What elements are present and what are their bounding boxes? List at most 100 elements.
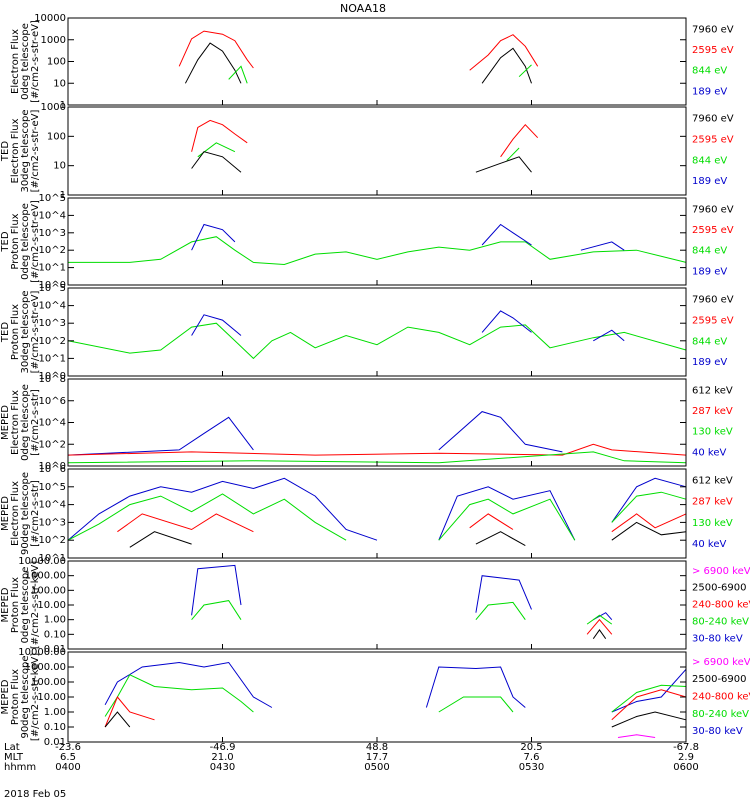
panel-3-ytick-label-2: 10^1 xyxy=(39,263,66,274)
panel-5-ylabel-line-2: Electron Flux xyxy=(10,390,21,455)
panel-5-ytick-label-5: 10^8 xyxy=(39,374,66,385)
panel-4-ytick-label-6: 10^5 xyxy=(39,283,66,294)
date-label: 2018 Feb 05 xyxy=(4,789,66,800)
panel-7-legend-4: 80-240 keV xyxy=(692,617,749,628)
xaxis-mlt-value-5: 2.9 xyxy=(678,752,694,763)
panel-3-ytick-label-5: 10^4 xyxy=(39,210,66,221)
panel-8-ytick-label-2: 0.10 xyxy=(44,722,66,733)
panel-7-ytick-label-4: 10.00 xyxy=(37,600,66,611)
panel-8-ytick-label-6: 1000.00 xyxy=(25,662,66,673)
panel-3-ylabel-line-3: 0deg telescope xyxy=(20,203,31,280)
panel-7-series-1-segment-1 xyxy=(191,564,242,616)
panel-7-ylabel-line-1: MEPED xyxy=(0,587,11,622)
panel-3-series-1-segment-1 xyxy=(68,236,687,266)
panel-4-legend-4: 189 eV xyxy=(692,357,727,368)
panel-3-legend-4: 189 eV xyxy=(692,266,727,277)
panel-3-ytick-label-1: 10^0 xyxy=(39,280,66,291)
panel-4-legend-3: 844 eV xyxy=(692,336,727,347)
xaxis-hhmm-value-3: 0500 xyxy=(364,762,389,773)
panel-1-ylabel-line-3: [#/cm2-s-str-eV] xyxy=(30,20,41,103)
panel-5-series-1-segment-1 xyxy=(67,416,254,456)
xaxis-lat-value-3: 48.8 xyxy=(366,742,388,753)
panel-6-ylabel-line-2: Electron Flux xyxy=(10,481,21,546)
panel-4-legend-2: 2595 eV xyxy=(692,315,734,326)
panel-4-ytick-label-3: 10^2 xyxy=(39,336,66,347)
panel-7-ytick-label-5: 100.00 xyxy=(31,585,66,596)
panel-7-series-1-segment-3 xyxy=(593,612,613,621)
xaxis-mlt-value-1: 6.5 xyxy=(60,752,76,763)
panel-8-series-1-segment-3 xyxy=(611,668,687,713)
panel-3-ylabel-line-4: [#/cm2-s-str-eV] xyxy=(30,200,41,283)
panel-2-ytick-label-4: 1000 xyxy=(41,102,66,113)
panel-5-legend-1: 612 keV xyxy=(692,385,733,396)
panel-6-series-1-segment-2 xyxy=(438,486,576,541)
xaxis-mlt-value-4: 7.6 xyxy=(524,752,540,763)
panel-4-ytick-label-1: 10^0 xyxy=(39,371,66,382)
panel-4: 10^0 10^1 10^2 10^3 10^4 10^5 TED Proton Flux 30… xyxy=(0,283,734,382)
panel-8-ylabel-line-2: Proton Flux xyxy=(10,669,21,725)
panel-6-legend-2: 287 keV xyxy=(692,497,733,508)
panel-7-ylabel-line-3: 0deg telescope xyxy=(20,567,31,644)
panel-7-legend-2: 2500-6900 xyxy=(692,583,747,594)
x-axis-labels: Lat -23.6 -46.9 48.8 20.5 -67.8 MLT 6.5 21.0 17.7… xyxy=(4,742,699,773)
panel-8-frame xyxy=(67,651,687,743)
panel-3-ylabel-line-2: Proton Flux xyxy=(10,213,21,269)
panel-4-ylabel-line-4: [#/cm2-s-str-eV] xyxy=(30,291,41,374)
panel-4-ylabel-line-1: TED xyxy=(0,322,11,343)
panel-8-ylabel-line-4: [#/cm2-s-str-keV] xyxy=(30,653,41,741)
panel-4-ytick-label-5: 10^4 xyxy=(39,301,66,312)
panel-1-series-1-segment-1 xyxy=(178,30,254,69)
panel-6-series-1-segment-1 xyxy=(67,477,378,541)
panel-7: 0.01 0.10 1.00 10.00 100.00 1000.00 10000.00 ME… xyxy=(0,556,750,655)
panel-2-ylabel-line-4: [#/cm2-s-str-eV] xyxy=(30,110,41,193)
panel-6-ytick-label-4: 10^4 xyxy=(39,500,66,511)
xaxis-lat-value-4: 20.5 xyxy=(520,742,542,753)
panel-6-ylabel-line-1: MEPED xyxy=(0,496,11,531)
panel-6-ytick-label-1: 10^1 xyxy=(39,553,66,564)
panel-1-ytick-label-4: 1000 xyxy=(41,35,66,46)
panel-6: 10^1 10^2 10^3 10^4 10^5 10^6 MEPED Electron Fl… xyxy=(0,464,733,564)
xaxis-row-label-hhmm: hhmm xyxy=(4,762,36,773)
xaxis-row-label-lat: Lat xyxy=(4,742,20,753)
xaxis-lat-value-1: -23.6 xyxy=(55,742,81,753)
xaxis-mlt-value-3: 17.7 xyxy=(366,752,388,763)
panel-2-series-3-segment-1 xyxy=(191,151,242,173)
panel-5: 10^0 10^2 10^4 10^6 10^8 MEPED Electron Flux 0d… xyxy=(0,374,733,472)
panel-8-legend-2: 2500-6900 xyxy=(692,674,747,685)
panel-2-series-2-segment-2 xyxy=(506,147,520,161)
panel-5-ylabel-line-1: MEPED xyxy=(0,405,11,440)
panel-6-series-3-segment-1 xyxy=(117,513,254,533)
panel-6-series-3-segment-3 xyxy=(611,513,687,533)
panel-4-ylabel-line-3: 30deg telescope xyxy=(20,290,31,373)
panel-7-series-4-segment-1 xyxy=(592,629,607,639)
panel-7-series-2-segment-3 xyxy=(586,614,613,625)
panel-3-ytick-label-6: 10^5 xyxy=(39,193,66,204)
panel-4-series-2-segment-2 xyxy=(481,310,532,333)
panel-8-series-3-segment-1 xyxy=(104,696,155,728)
panel-5-ylabel-line-4: [#/cm2-s-str] xyxy=(30,389,41,456)
panel-5-ytick-label-4: 10^6 xyxy=(39,396,66,407)
panel-7-ylabel-line-2: Proton Flux xyxy=(10,577,21,633)
panel-6-ylabel-line-3: 90deg telescope xyxy=(20,472,31,555)
xaxis-hhmm-value-1: 0400 xyxy=(55,762,80,773)
panel-4-series-1-segment-1 xyxy=(67,322,687,360)
panel-3-series-2-segment-2 xyxy=(481,223,532,246)
panel-1-series-1-segment-2 xyxy=(469,34,539,71)
panel-8-ylabel-line-3: 90deg telescope xyxy=(20,655,31,738)
panel-5-series-2-segment-1 xyxy=(67,443,687,456)
panel-7-series-2-segment-2 xyxy=(475,601,526,621)
panel-7-legend-3: 240-800 keV xyxy=(692,600,750,611)
panel-4-legend-1: 7960 eV xyxy=(692,294,734,305)
panel-6-ytick-label-3: 10^3 xyxy=(39,517,66,528)
panel-8-ytick-label-3: 1.00 xyxy=(44,707,66,718)
xaxis-mlt-value-2: 21.0 xyxy=(211,752,233,763)
panel-3-frame xyxy=(67,197,687,286)
panel-6-series-2-segment-2 xyxy=(438,498,576,541)
panel-1-ylabel-line-1: Electron Flux xyxy=(10,29,21,94)
panel-2-series-1-segment-2 xyxy=(500,123,539,158)
panel-6-series-3-segment-2 xyxy=(469,513,514,530)
panel-1-frame xyxy=(67,17,687,106)
panel-6-series-2-segment-3 xyxy=(611,491,687,523)
panel-4-ytick-label-2: 10^1 xyxy=(39,353,66,364)
panel-5-legend-4: 40 keV xyxy=(692,447,726,458)
